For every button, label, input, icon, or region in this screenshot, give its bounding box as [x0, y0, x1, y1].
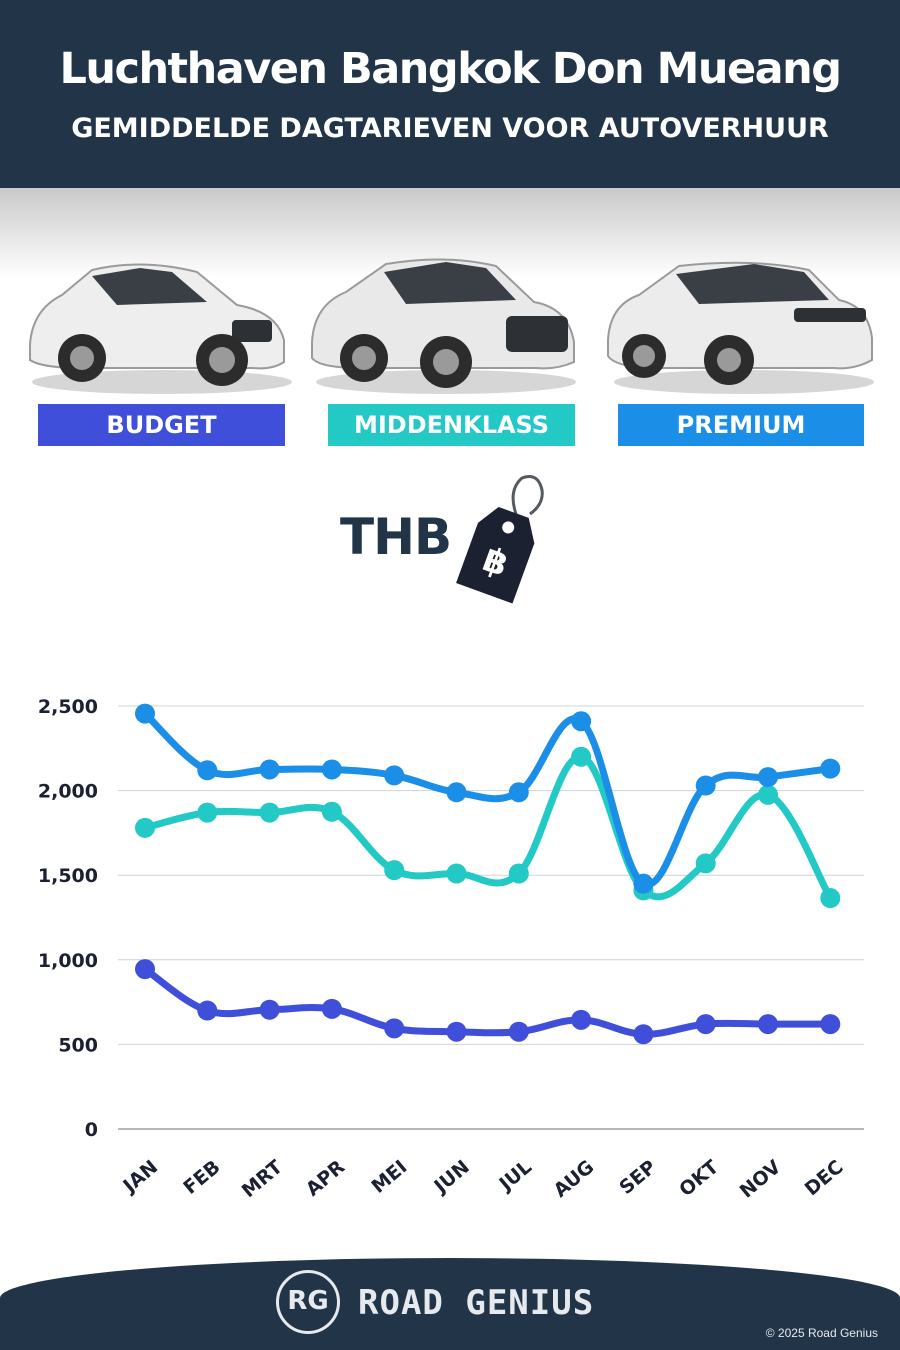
rental-price-chart: 0 500 1,000 1,500 2,000 2,500 JAN FEB MRT APR MEI J…: [38, 696, 864, 1203]
midsize-badge: MIDDENKLASS: [328, 404, 575, 446]
data-point-premium: [259, 759, 280, 780]
page-title: Luchthaven Bangkok Don Mueang: [59, 44, 842, 94]
y-tick-label: 500: [58, 1034, 98, 1056]
data-point-budget: [384, 1018, 405, 1039]
x-tick-label: OKT: [675, 1156, 723, 1201]
x-tick-label: MRT: [238, 1156, 287, 1202]
road-genius-logo: RG: [276, 1270, 340, 1334]
data-point-budget: [197, 1000, 218, 1021]
data-point-budget: [508, 1021, 529, 1042]
data-point-premium: [197, 760, 218, 781]
y-tick-label: 2,000: [38, 781, 98, 803]
data-point-budget: [446, 1021, 467, 1042]
data-point-premium: [446, 782, 467, 803]
data-point-budget: [135, 959, 155, 980]
data-point-premium: [135, 703, 155, 724]
data-point-premium: [384, 765, 405, 786]
data-point-premium: [758, 767, 778, 788]
page-subtitle: GEMIDDELDE DAGTARIEVEN VOOR AUTOVERHUUR: [71, 113, 829, 144]
data-point-premium: [695, 775, 716, 796]
data-point-premium: [508, 782, 529, 803]
series-line-premium: [141, 710, 834, 889]
data-point-middenklass: [820, 888, 841, 909]
y-tick-label: 0: [85, 1119, 98, 1141]
data-point-budget: [695, 1014, 716, 1035]
x-tick-label: DEC: [801, 1156, 848, 1200]
x-tick-label: NOV: [736, 1156, 786, 1203]
data-point-premium: [633, 873, 654, 894]
data-point-middenklass: [259, 802, 280, 823]
x-tick-label: FEB: [179, 1156, 224, 1199]
header-banner: [0, 0, 900, 188]
data-point-middenklass: [508, 863, 529, 884]
x-tick-label: JUL: [494, 1156, 536, 1196]
data-point-budget: [820, 1014, 841, 1035]
budget-badge: BUDGET: [38, 404, 285, 446]
y-tick-label: 2,500: [38, 696, 98, 718]
premium-car-icon: [607, 261, 874, 394]
price-tag-icon: ฿: [456, 475, 544, 604]
x-tick-label: SEP: [615, 1156, 660, 1199]
brand-name: ROAD GENIUS: [358, 1283, 595, 1323]
copyright-text: © 2025 Road Genius: [765, 1326, 878, 1340]
premium-badge: PREMIUM: [618, 404, 864, 446]
x-tick-label: APR: [302, 1156, 350, 1201]
budget-car-icon: [29, 263, 292, 394]
y-tick-label: 1,000: [38, 950, 98, 972]
footer: [0, 1258, 900, 1350]
data-point-premium: [571, 711, 592, 732]
x-tick-label: MEI: [367, 1156, 411, 1198]
data-point-middenklass: [758, 784, 778, 805]
data-point-middenklass: [197, 802, 218, 823]
data-point-middenklass: [321, 801, 342, 822]
data-point-budget: [259, 999, 280, 1020]
data-point-budget: [321, 998, 342, 1019]
data-point-middenklass: [446, 863, 467, 884]
data-point-budget: [571, 1009, 592, 1030]
data-point-budget: [758, 1014, 778, 1035]
y-tick-label: 1,500: [38, 865, 98, 887]
series-line-budget: [141, 965, 834, 1038]
data-point-middenklass: [571, 746, 592, 767]
x-tick-label: JUN: [429, 1156, 474, 1199]
data-point-middenklass: [695, 853, 716, 874]
data-point-middenklass: [135, 817, 155, 838]
data-point-middenklass: [384, 860, 405, 881]
data-point-budget: [633, 1024, 654, 1045]
data-point-premium: [820, 758, 841, 779]
midsize-car-icon: [311, 258, 576, 394]
currency-label: THB: [340, 508, 452, 566]
x-tick-label: JAN: [118, 1156, 163, 1198]
data-point-premium: [321, 759, 342, 780]
x-tick-label: AUG: [550, 1156, 599, 1202]
